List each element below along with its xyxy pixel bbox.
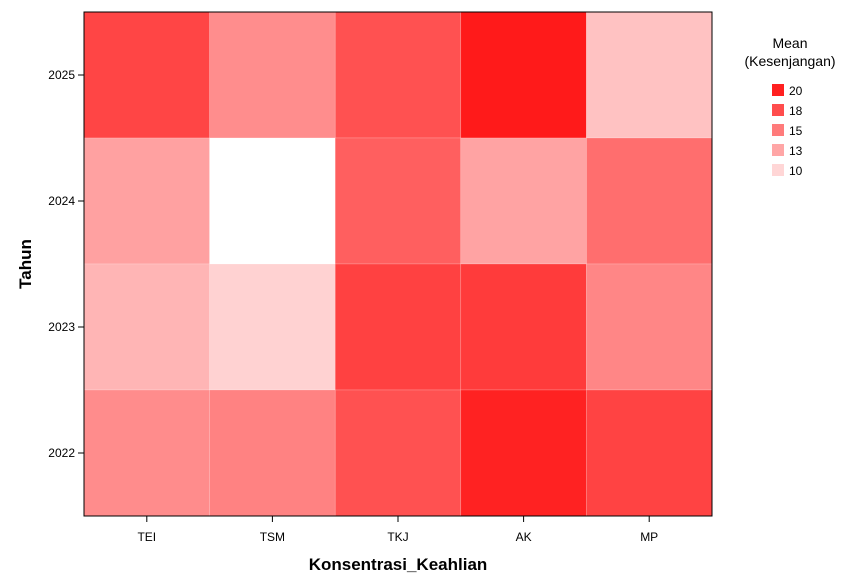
heatmap-cell-2022-tkj <box>334 389 462 517</box>
legend-label: 18 <box>789 104 803 118</box>
heatmap-cell-2024-mp <box>586 137 713 265</box>
heatmap-cell-2022-tsm <box>209 389 336 517</box>
legend-label: 10 <box>789 164 803 178</box>
legend-swatch <box>772 164 784 176</box>
legend-swatch <box>772 144 784 156</box>
legend: Mean (Kesenjangan) 20 18 15 13 10 <box>744 35 835 178</box>
heatmap-cell-2022-tei <box>83 389 210 517</box>
heatmap-cell-2024-tei <box>83 137 210 265</box>
heatmap-cell-2023-tei <box>83 263 210 391</box>
y-axis-title: Tahun <box>16 239 35 289</box>
heatmap-cell-2023-tkj <box>334 263 462 391</box>
legend-items: 20 18 15 13 10 <box>772 84 803 178</box>
legend-title-line-1: Mean <box>772 35 807 51</box>
y-tick-label: 2022 <box>48 446 75 460</box>
heatmap-cell-2023-ak <box>460 263 587 391</box>
heatmap-cell-2022-ak <box>460 389 587 517</box>
heatmap-cell-2023-mp <box>586 263 713 391</box>
heatmap-cell-2024-ak <box>460 137 587 265</box>
y-tick-label: 2025 <box>48 68 75 82</box>
heatmap-cell-2025-tei <box>83 11 210 139</box>
y-tick-label: 2024 <box>48 194 75 208</box>
x-axis: TEI TSM TKJ AK MP <box>137 516 658 544</box>
x-tick-label: TEI <box>137 530 156 544</box>
heatmap-cell-2024-tsm <box>209 137 336 265</box>
y-axis: 2025 2024 2023 2022 <box>48 68 84 460</box>
heatmap-cell-2024-tkj <box>334 137 462 265</box>
x-tick-label: MP <box>640 530 658 544</box>
legend-swatch <box>772 84 784 96</box>
legend-label: 13 <box>789 144 803 158</box>
x-tick-label: TSM <box>260 530 285 544</box>
heatmap-cell-2025-mp <box>586 11 713 139</box>
heatmap-cell-2025-tkj <box>334 11 462 139</box>
heatmap-cell-2025-tsm <box>209 11 336 139</box>
x-axis-title: Konsentrasi_Keahlian <box>309 555 488 574</box>
legend-label: 20 <box>789 84 803 98</box>
legend-label: 15 <box>789 124 803 138</box>
x-tick-label: TKJ <box>387 530 408 544</box>
legend-swatch <box>772 104 784 116</box>
y-tick-label: 2023 <box>48 320 75 334</box>
heatmap-cell-2022-mp <box>586 389 713 517</box>
legend-title-line-2: (Kesenjangan) <box>744 53 835 69</box>
heatmap-cell-2025-ak <box>460 11 587 139</box>
heatmap-cell-2023-tsm <box>209 263 336 391</box>
legend-swatch <box>772 124 784 136</box>
x-tick-label: AK <box>516 530 532 544</box>
heatmap-cells <box>83 11 713 517</box>
